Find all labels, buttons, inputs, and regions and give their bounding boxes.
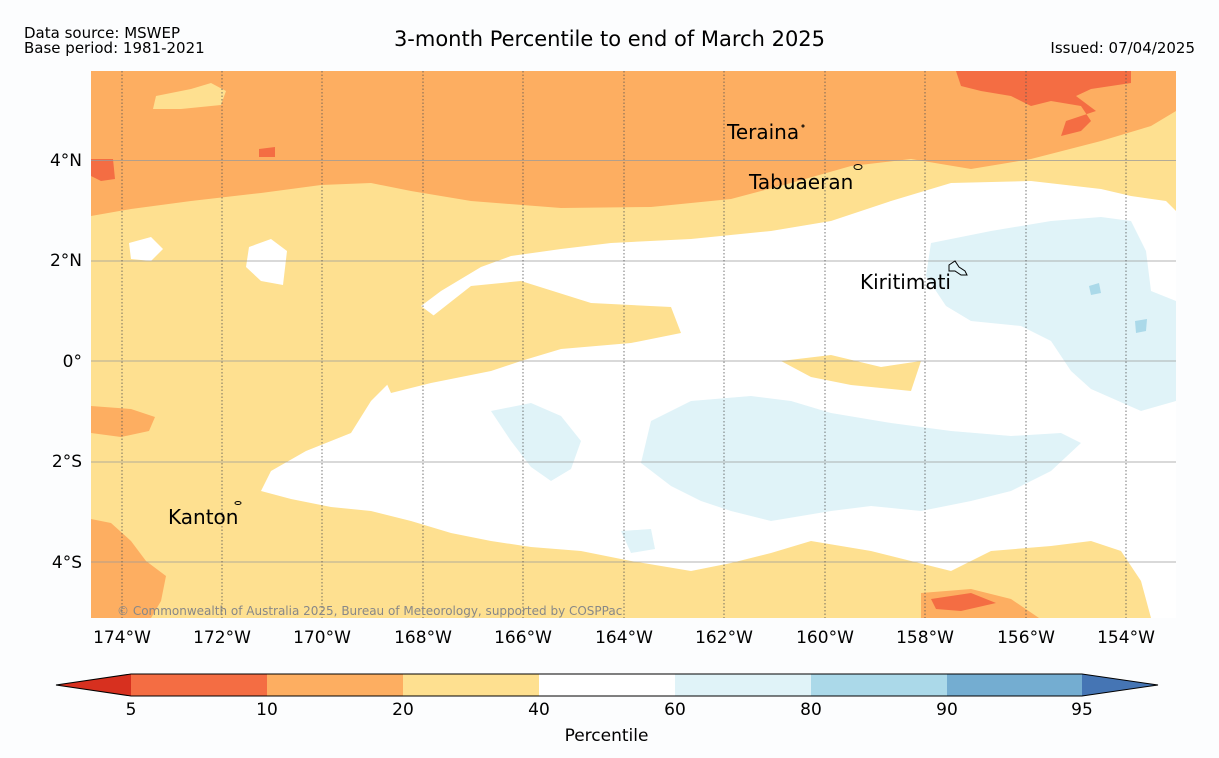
colorbar-segment bbox=[539, 674, 675, 696]
region-5-10-s bbox=[931, 593, 996, 611]
region-80-90-spot2 bbox=[1135, 319, 1147, 333]
region-10-20-west bbox=[91, 406, 155, 437]
x-tick-label: 166°W bbox=[494, 628, 552, 648]
colorbar-tick-label: 80 bbox=[800, 700, 822, 720]
y-tick-label: 2°N bbox=[49, 251, 82, 271]
region-60-80-sw2 bbox=[621, 529, 655, 553]
region-60-80-east bbox=[926, 217, 1176, 411]
longitude-gridlines bbox=[121, 71, 1127, 618]
colorbar-tick-label: 60 bbox=[664, 700, 686, 720]
colorbar-tick-label: 5 bbox=[125, 700, 137, 720]
colorbar-tick-label: 10 bbox=[256, 700, 278, 720]
x-tick-label: 154°W bbox=[1097, 628, 1155, 648]
kiritimati-island bbox=[948, 260, 968, 276]
place-label-kanton: Kanton bbox=[168, 505, 238, 529]
colorbar-extend-high bbox=[1082, 674, 1158, 696]
region-40-60-nw-spot2 bbox=[246, 239, 287, 285]
data-source-label: Data source: MSWEP bbox=[24, 24, 181, 42]
colorbar-segment bbox=[403, 674, 539, 696]
x-tick-label: 172°W bbox=[193, 628, 251, 648]
x-tick-label: 156°W bbox=[997, 628, 1055, 648]
colorbar-segment bbox=[267, 674, 403, 696]
copyright-notice: © Commonwealth of Australia 2025, Bureau… bbox=[117, 604, 622, 618]
colorbar-tick-label: 40 bbox=[528, 700, 550, 720]
colorbar-extend-low bbox=[56, 674, 131, 696]
region-40-60-nw-spot bbox=[129, 237, 163, 261]
x-tick-label: 162°W bbox=[695, 628, 753, 648]
region-5-10-nw bbox=[91, 159, 115, 181]
x-tick-label: 158°W bbox=[896, 628, 954, 648]
colorbar-tick-label: 95 bbox=[1071, 700, 1093, 720]
region-10-20-north bbox=[91, 71, 1176, 216]
y-tick-label: 2°S bbox=[51, 452, 82, 472]
colorbar bbox=[55, 673, 1159, 697]
colorbar-outline bbox=[55, 673, 1159, 697]
percentile-map: Teraina Tabuaeran Kiritimati Kanton © Co… bbox=[91, 71, 1176, 618]
x-tick-label: 168°W bbox=[394, 628, 452, 648]
y-tick-label: 4°S bbox=[51, 553, 82, 573]
latitude-gridlines bbox=[91, 160, 1176, 563]
colorbar-segment bbox=[131, 674, 267, 696]
map-title: 3-month Percentile to end of March 2025 bbox=[393, 27, 826, 51]
region-20-40-spot bbox=[153, 83, 226, 109]
colorbar-tick-label: 90 bbox=[936, 700, 958, 720]
teraina-island bbox=[801, 124, 805, 128]
x-tick-label: 160°W bbox=[796, 628, 854, 648]
region-5-10-dot bbox=[259, 147, 275, 157]
y-tick-label: 0° bbox=[62, 352, 82, 372]
place-label-tabuaeran: Tabuaeran bbox=[748, 170, 853, 194]
island-outlines bbox=[234, 124, 968, 505]
issued-date: Issued: 07/04/2025 bbox=[1050, 39, 1195, 57]
x-tick-label: 174°W bbox=[93, 628, 151, 648]
kanton-island bbox=[234, 501, 242, 505]
x-tick-label: 164°W bbox=[595, 628, 653, 648]
region-5-10-ne bbox=[956, 71, 1131, 136]
colorbar-segment bbox=[811, 674, 947, 696]
colorbar-label: Percentile bbox=[564, 726, 649, 746]
place-label-kiritimati: Kiritimati bbox=[860, 270, 951, 294]
base-period-label: Base period: 1981-2021 bbox=[24, 39, 205, 57]
colorbar-segment bbox=[675, 674, 811, 696]
region-20-40-intrusion bbox=[381, 281, 681, 393]
colorbar-segment bbox=[947, 674, 1082, 696]
y-tick-label: 4°N bbox=[49, 151, 82, 171]
region-10-20-sw bbox=[91, 519, 166, 618]
colorbar-tick-label: 20 bbox=[392, 700, 414, 720]
region-20-40-intrusion2 bbox=[781, 355, 921, 391]
tabuaeran-island bbox=[853, 164, 863, 170]
region-60-80-south bbox=[641, 396, 1081, 521]
place-label-teraina: Teraina bbox=[726, 120, 799, 144]
region-60-80-sw bbox=[491, 403, 581, 481]
x-tick-label: 170°W bbox=[293, 628, 351, 648]
region-80-90-spot bbox=[1089, 283, 1101, 295]
